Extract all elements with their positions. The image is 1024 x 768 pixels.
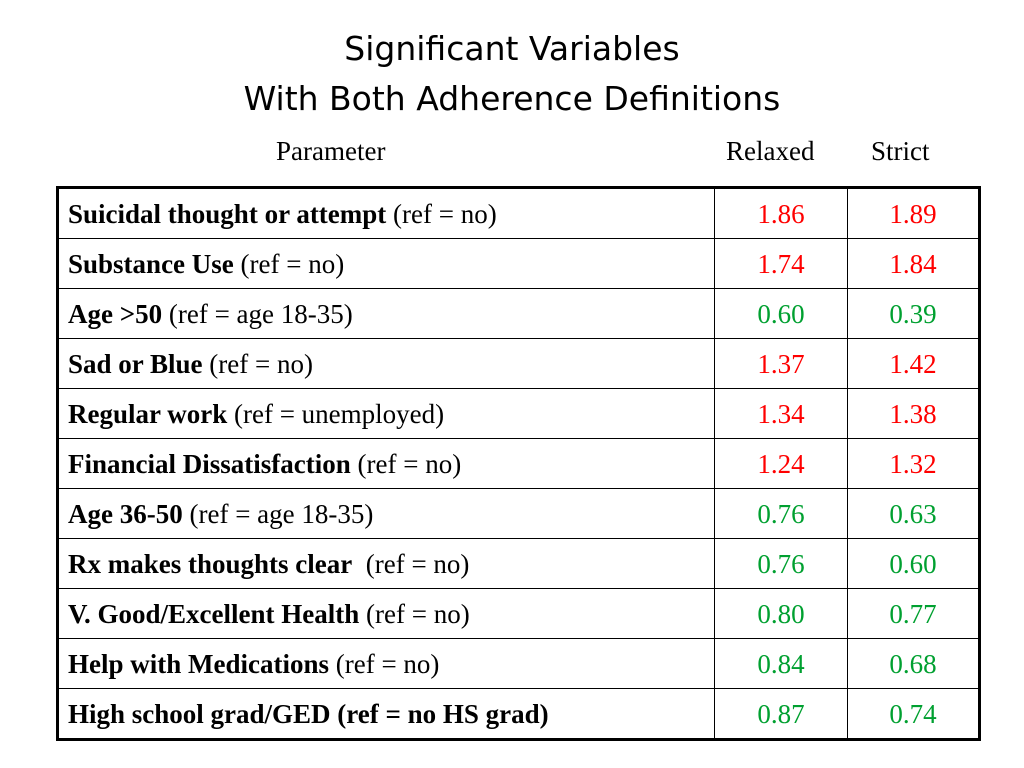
parameter-cell: Age 36-50 (ref = age 18-35) [57,488,715,539]
variables-table: Suicidal thought or attempt (ref = no) 1.… [56,186,981,741]
parameter-cell: High school grad/GED (ref = no HS grad) [57,688,715,740]
table-row: Rx makes thoughts clear (ref = no) 0.76 0.… [57,538,980,589]
parameter-label: Help with Medications [68,648,329,679]
reference-note: (ref = unemployed) [227,398,445,429]
reference-note: (ref = no) [233,248,345,279]
strict-value: 1.89 [847,187,980,239]
table-row: Regular work (ref = unemployed) 1.34 1.38 [57,388,980,439]
relaxed-value: 1.86 [714,187,848,239]
parameter-cell: Regular work (ref = unemployed) [57,388,715,439]
parameter-label: Rx makes thoughts clear [68,548,353,579]
slide-title: Significant Variables With Both Adherenc… [0,24,1024,124]
parameter-label: Substance Use [68,248,234,279]
table-row: High school grad/GED (ref = no HS grad) 0… [57,688,980,740]
strict-value: 1.84 [847,238,980,289]
parameter-cell: Help with Medications (ref = no) [57,638,715,689]
reference-note: (ref = no) [350,448,462,479]
relaxed-value: 0.80 [714,588,848,639]
relaxed-value: 1.24 [714,438,848,489]
strict-value: 0.60 [847,538,980,589]
column-header-relaxed: Relaxed [726,136,815,166]
strict-value: 1.38 [847,388,980,439]
parameter-cell: V. Good/Excellent Health (ref = no) [57,588,715,639]
reference-note: (ref = age 18-35) [182,498,374,529]
parameter-label: V. Good/Excellent Health [68,598,360,629]
strict-value: 0.63 [847,488,980,539]
relaxed-value: 0.76 [714,538,848,589]
relaxed-value: 0.84 [714,638,848,689]
strict-value: 0.39 [847,288,980,339]
relaxed-value: 0.87 [714,688,848,740]
table-row: Help with Medications (ref = no) 0.84 0.68 [57,638,980,689]
strict-value: 0.74 [847,688,980,740]
table-row: Suicidal thought or attempt (ref = no) 1.… [57,187,980,239]
reference-note: (ref = no) [352,548,470,579]
table-row: V. Good/Excellent Health (ref = no) 0.80 0… [57,588,980,639]
relaxed-value: 0.76 [714,488,848,539]
reference-note: (ref = no) [202,348,313,379]
strict-value: 0.77 [847,588,980,639]
parameter-cell: Sad or Blue (ref = no) [57,338,715,389]
table-row: Sad or Blue (ref = no) 1.37 1.42 [57,338,980,389]
title-line-1: Significant Variables [344,29,680,68]
relaxed-value: 0.60 [714,288,848,339]
parameter-label: Age 36-50 [68,498,183,529]
reference-note: (ref = no) [329,648,440,679]
parameter-cell: Substance Use (ref = no) [57,238,715,289]
parameter-cell: Suicidal thought or attempt (ref = no) [57,187,715,239]
reference-note: (ref = no) [386,198,497,229]
title-line-2: With Both Adherence Definitions [243,79,781,118]
table-row: Financial Dissatisfaction (ref = no) 1.24… [57,438,980,489]
table-row: Age 36-50 (ref = age 18-35) 0.76 0.63 [57,488,980,539]
table-body: Suicidal thought or attempt (ref = no) 1.… [57,187,980,740]
parameter-cell: Age >50 (ref = age 18-35) [57,288,715,339]
relaxed-value: 1.34 [714,388,848,439]
column-header-strict: Strict [871,136,930,166]
strict-value: 1.42 [847,338,980,389]
parameter-label: Sad or Blue [68,348,203,379]
reference-note: (ref = no) [359,598,470,629]
parameter-label: Regular work [68,398,228,429]
strict-value: 1.32 [847,438,980,489]
table-row: Substance Use (ref = no) 1.74 1.84 [57,238,980,289]
parameter-cell: Financial Dissatisfaction (ref = no) [57,438,715,489]
reference-note: (ref = age 18-35) [162,298,353,329]
parameter-label: High school grad/GED (ref = no HS grad) [68,698,549,729]
parameter-label: Financial Dissatisfaction [68,448,351,479]
strict-value: 0.68 [847,638,980,689]
relaxed-value: 1.74 [714,238,848,289]
relaxed-value: 1.37 [714,338,848,389]
parameter-cell: Rx makes thoughts clear (ref = no) [57,538,715,589]
parameter-label: Age >50 [68,298,163,329]
column-header-parameter: Parameter [276,136,386,166]
parameter-label: Suicidal thought or attempt [68,198,387,229]
table-row: Age >50 (ref = age 18-35) 0.60 0.39 [57,288,980,339]
